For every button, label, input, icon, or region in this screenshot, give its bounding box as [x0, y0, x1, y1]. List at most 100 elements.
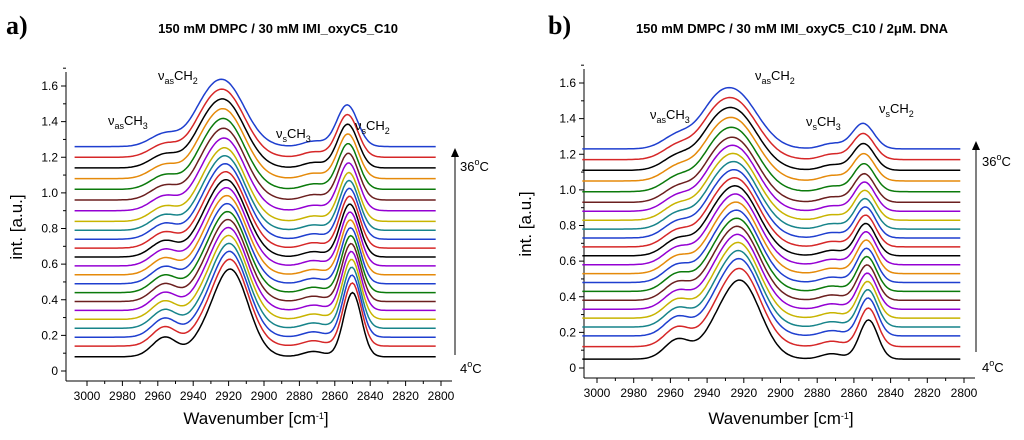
panel-b-temp-bottom: 4oC: [982, 358, 1004, 375]
temp-top-sup: o: [996, 152, 1001, 162]
x-tick-label: 2820: [914, 386, 941, 400]
temp-bottom-sup: o: [989, 358, 994, 368]
x-tick-label: 3000: [74, 389, 101, 403]
ann-sub: as: [657, 115, 667, 125]
spectrum-line: [74, 234, 436, 321]
y-tick-label: 1.4: [559, 112, 576, 126]
spectrum-line: [582, 185, 961, 257]
panel-b-temp-arrowhead: [972, 141, 980, 150]
temp-top-unit: C: [1001, 154, 1010, 169]
temp-top-sup: o: [474, 157, 479, 167]
temp-bottom-value: 4: [460, 361, 467, 376]
spectrum-line: [582, 116, 961, 182]
panel-a-xlabel: Wavenumber [cm-1]: [183, 409, 328, 428]
ann-sub2: 2: [193, 76, 198, 86]
x-tick-label: 2880: [286, 389, 313, 403]
panel-a-ann-as-ch3: νasCH3: [108, 113, 148, 131]
panel-a-x-ticks: 3000 2980 2960 2940 2920 2900 2880 2860 2840 2820…: [74, 381, 455, 403]
y-tick-label: 0: [569, 361, 576, 375]
ann-sub: s: [362, 126, 367, 136]
panel-b-xlabel-sup: -1: [841, 411, 849, 421]
panel-b-xlabel-end: ]: [849, 409, 854, 428]
x-tick-label: 2820: [392, 389, 419, 403]
spectrum-line: [74, 210, 436, 294]
ann-sub2: 3: [306, 134, 311, 144]
spectrum-line: [582, 233, 961, 310]
ann-sub2: 2: [790, 76, 795, 86]
ann-sub: s: [886, 109, 891, 119]
y-tick-label: 0.8: [559, 219, 576, 233]
x-tick-label: 2940: [180, 389, 207, 403]
ann-text: CH: [366, 118, 385, 133]
spectrum-line: [582, 177, 961, 248]
spectrum-line: [582, 267, 961, 348]
panel-b-temp-top: 36oC: [982, 152, 1011, 169]
panel-a-label: a): [6, 11, 28, 40]
panel-a-temp-top: 36oC: [460, 157, 489, 174]
x-tick-label: 2900: [767, 386, 794, 400]
ann-nu: ν: [108, 113, 115, 128]
x-tick-label: 2920: [730, 386, 757, 400]
temp-bottom-unit: C: [994, 360, 1003, 375]
spectrum-line: [582, 160, 961, 230]
y-tick-label: 1.2: [41, 150, 58, 164]
ann-nu: ν: [650, 107, 657, 122]
ann-sub2: 3: [836, 122, 841, 132]
spectrum-line: [74, 178, 436, 258]
ann-nu: ν: [158, 68, 165, 83]
y-tick-label: 0.4: [41, 293, 58, 307]
spectrum-line: [74, 137, 436, 212]
x-tick-label: 3000: [584, 386, 611, 400]
panel-a-ann-as-ch2: νasCH2: [158, 68, 198, 86]
spectrum-line: [582, 144, 961, 213]
y-tick-label: 0.2: [559, 325, 576, 339]
x-tick-label: 2800: [428, 389, 455, 403]
panel-a-y-ticks: 0 0.2 0.4 0.6 0.8 1.0 1.2 1.4 1.6: [41, 67, 66, 378]
ann-sub2: 2: [385, 126, 390, 136]
spectrum-line: [582, 193, 961, 266]
spectrum-line: [74, 186, 436, 267]
panel-b-label: b): [548, 11, 571, 40]
ann-text: CH: [124, 113, 143, 128]
x-tick-label: 2860: [321, 389, 348, 403]
temp-top-value: 36: [460, 159, 474, 174]
spectrum-line: [582, 249, 961, 328]
x-tick-label: 2960: [657, 386, 684, 400]
spectrum-line: [582, 152, 961, 221]
spectrum-line: [582, 136, 961, 204]
panel-b-y-ticks: 0 0.2 0.4 0.6 0.8 1.0 1.2 1.4 1.6: [559, 64, 584, 375]
spectrum-line: [74, 154, 436, 232]
x-tick-label: 2940: [694, 386, 721, 400]
panel-a-xlabel-main: Wavenumber [cm: [183, 409, 316, 428]
ann-text: CH: [817, 114, 836, 129]
panel-b-x-ticks: 3000 2980 2960 2940 2920 2900 2880 2860 2840 2820…: [584, 378, 978, 400]
panel-b-xlabel: Wavenumber [cm-1]: [708, 409, 853, 428]
spectrum-line: [74, 78, 436, 148]
y-tick-label: 0.8: [41, 222, 58, 236]
ann-text: CH: [890, 101, 909, 116]
spectrum-line: [582, 217, 961, 293]
spectrum-line: [582, 86, 961, 150]
y-tick-label: 0.2: [41, 328, 58, 342]
spectrum-line: [582, 279, 961, 360]
spectrum-line: [74, 242, 436, 330]
panel-b: b) 150 mM DMPC / 30 mM IMI_oxyC5_C10 / 2…: [516, 11, 1011, 428]
ann-nu: ν: [879, 101, 886, 116]
spectrum-line: [582, 106, 961, 172]
x-tick-label: 2980: [620, 386, 647, 400]
spectrum-line: [582, 209, 961, 284]
spectrum-line: [582, 241, 961, 319]
spectrum-line: [582, 96, 961, 161]
x-tick-label: 2840: [877, 386, 904, 400]
spectrum-line: [582, 257, 961, 337]
y-tick-label: 0.6: [559, 254, 576, 268]
spectrum-line: [582, 168, 961, 239]
spectrum-line: [582, 126, 961, 193]
x-tick-label: 2900: [251, 389, 278, 403]
spectrum-line: [74, 127, 436, 201]
panel-a-spectra: [74, 78, 436, 358]
y-tick-label: 1.4: [41, 115, 58, 129]
spectrum-line: [74, 88, 436, 159]
spectrum-line: [582, 225, 961, 302]
spectrum-line: [74, 218, 436, 303]
